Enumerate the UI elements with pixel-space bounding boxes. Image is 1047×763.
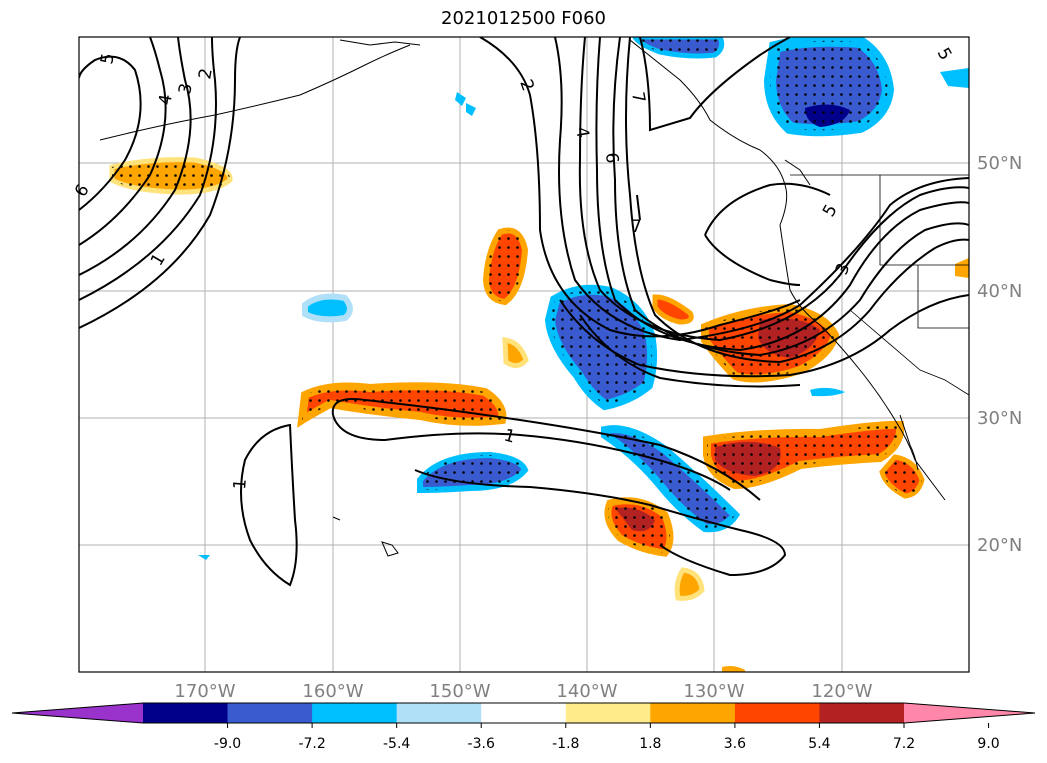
contour-label: 6: [601, 152, 622, 165]
lon-label: 120°W: [811, 681, 872, 702]
warm-anomaly-146w-35n: [502, 337, 529, 368]
colorbar-segment: [819, 703, 905, 723]
map-border: [78, 36, 970, 673]
lon-label: 140°W: [556, 681, 617, 702]
colorbar-segment: [481, 703, 567, 723]
lon-label: 130°W: [683, 681, 744, 702]
colorbar: -9.0 -7.2 -5.4 -3.6 -1.8 1.8 3.6 5.4 7.2 9.0: [11, 702, 1036, 752]
contour-label: 7: [627, 90, 649, 104]
warm-anomaly-131w-11n: [722, 666, 745, 672]
colorbar-segment: [227, 703, 313, 723]
plot-title: 2021012500 F060: [441, 8, 606, 29]
lon-label: 160°W: [302, 681, 363, 702]
colorbar-segment: [143, 703, 229, 723]
contour-lines: [79, 37, 969, 587]
lat-label: 30°N: [977, 408, 1022, 429]
colorbar-tick-label: 3.6: [724, 736, 746, 752]
colorbar-extend-high: [904, 703, 1035, 723]
cold-anomaly-150w-55n: [466, 103, 476, 116]
contour-label: 1: [502, 426, 518, 448]
contour-label: 1: [230, 478, 251, 491]
warm-anomaly-134w-40n: [652, 294, 694, 325]
borders: [790, 174, 969, 396]
coastlines: [99, 39, 946, 557]
colorbar-tick-label: -5.4: [383, 736, 410, 752]
colorbar-tick-label: 1.8: [639, 736, 661, 752]
colorbar-tick-label: -7.2: [298, 736, 325, 752]
colorbar-segment: [312, 703, 398, 723]
colorbar-tick-label: -3.6: [468, 736, 495, 752]
warm-anomaly-133w-17n: [674, 567, 705, 601]
lat-label: 40°N: [977, 281, 1022, 302]
colorbar-segment: [650, 703, 736, 723]
contour-label: 7: [631, 217, 642, 237]
colorbar-tick-label: 7.2: [893, 736, 915, 752]
longitude-labels: 170°W 160°W 150°W 140°W 130°W 120°W: [174, 681, 872, 702]
lon-label: 150°W: [429, 681, 490, 702]
positive-anomalies: [109, 157, 969, 672]
contour-label: 2: [195, 67, 217, 81]
lat-label: 20°N: [977, 535, 1022, 556]
colorbar-tick-label: -9.0: [214, 736, 241, 752]
colorbar-tick-label: 5.4: [808, 736, 830, 752]
colorbar-tick-label: 9.0: [977, 736, 999, 752]
cold-anomaly-110w-57n: [940, 68, 969, 88]
colorbar-segment: [734, 703, 820, 723]
lat-label: 50°N: [977, 153, 1022, 174]
gridlines: [79, 37, 969, 672]
colorbar-segment: [565, 703, 651, 723]
cold-anomaly-170w-19n: [198, 555, 210, 560]
cold-anomaly-151w-55n: [455, 92, 466, 106]
cold-anomaly-122w-32n: [810, 387, 845, 397]
contour-label: 4: [571, 125, 593, 139]
colorbar-outline: [11, 702, 1036, 724]
cold-anomaly-160w-38n: [302, 293, 353, 323]
colorbar-segment: [396, 703, 482, 723]
contour-label: 4: [155, 93, 177, 107]
contour-label: 3: [175, 82, 197, 96]
latitude-labels: 50°N 40°N 30°N 20°N: [977, 153, 1022, 556]
colorbar-extend-low: [12, 703, 143, 723]
lon-label: 170°W: [174, 681, 235, 702]
contour-label: 5: [97, 52, 119, 66]
colorbar-tick-label: -1.8: [552, 736, 579, 752]
warm-anomaly-115w-41n: [955, 258, 969, 278]
